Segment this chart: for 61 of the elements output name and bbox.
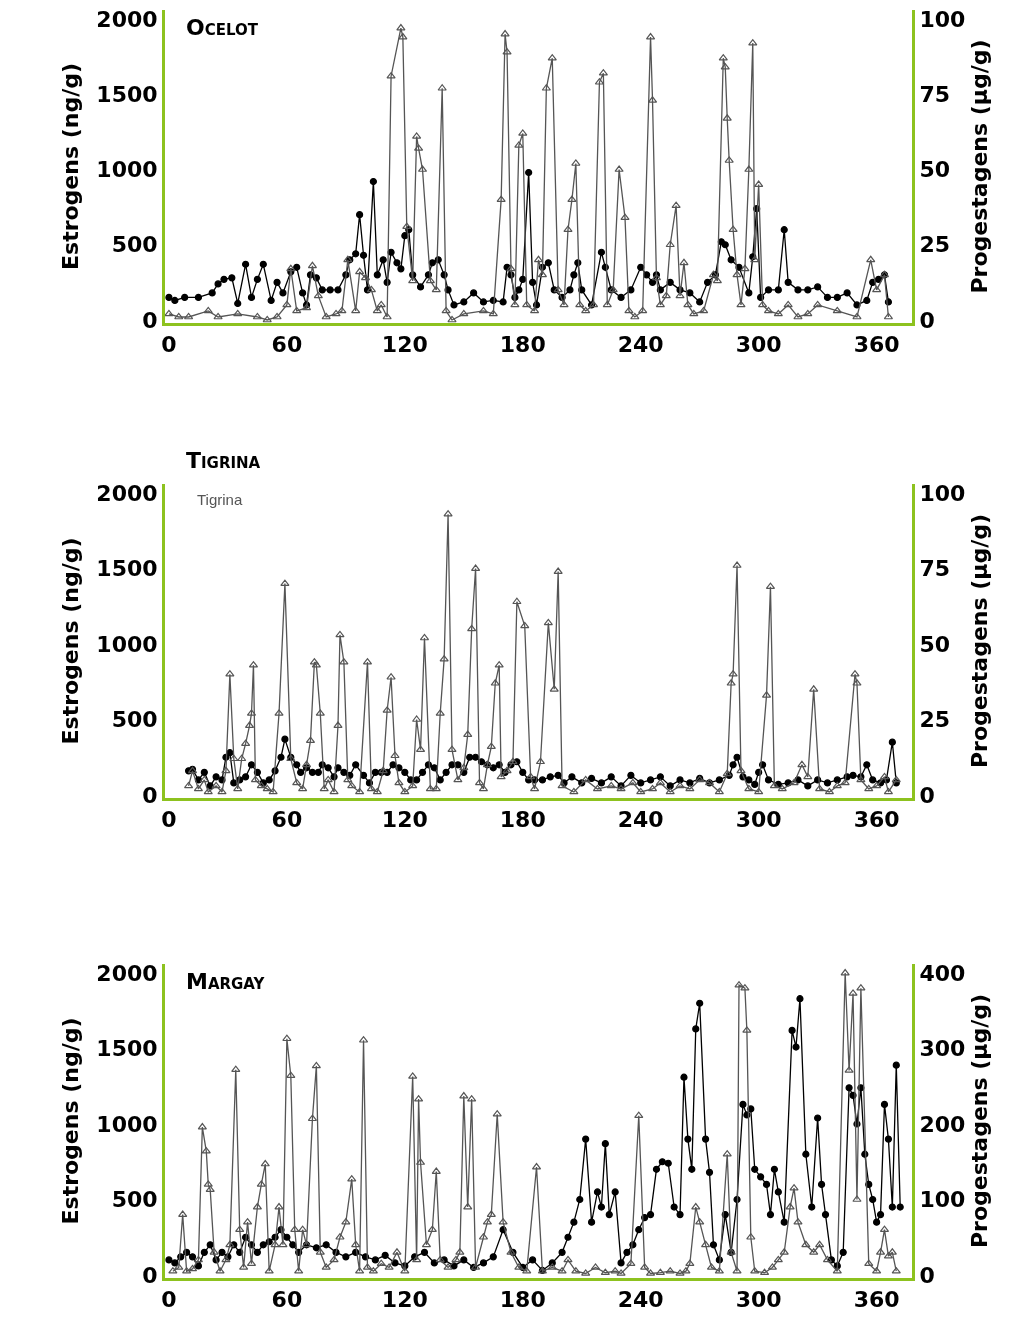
- y-tick-label: 0: [142, 1262, 158, 1288]
- x-tick-label: 60: [271, 807, 303, 833]
- y-tick-label: 2000: [96, 960, 158, 986]
- x-tick-label: 180: [499, 332, 546, 358]
- y2-tick-label: 300: [919, 1036, 966, 1062]
- x-tick-label: 120: [381, 1287, 428, 1313]
- y-axis-title: Estrogens (ng/g): [58, 63, 84, 270]
- x-tick-label: 60: [271, 332, 303, 358]
- y2-axis-title: Progestagens (μg/g): [967, 39, 993, 294]
- y2-axis-title: Progestagens (μg/g): [967, 993, 993, 1249]
- chart-title: Margay: [186, 969, 266, 994]
- y2-tick-label: 75: [919, 81, 951, 107]
- y2-tick-label: 50: [919, 157, 951, 183]
- y2-tick-label: 200: [919, 1111, 966, 1137]
- x-tick-label: 120: [381, 807, 428, 833]
- x-tick-label: 360: [853, 332, 900, 358]
- y2-tick-label: 400: [919, 960, 966, 986]
- y-tick-label: 0: [142, 782, 158, 808]
- chart-title: Tigrina: [186, 448, 261, 473]
- y2-tick-label: 0: [919, 1262, 935, 1288]
- y-tick-label: 1500: [96, 1036, 158, 1062]
- y-axis-title: Estrogens (ng/g): [58, 537, 84, 745]
- y2-tick-label: 25: [919, 707, 951, 733]
- y2-tick-label: 100: [919, 480, 966, 506]
- x-tick-label: 240: [617, 807, 664, 833]
- y2-tick-label: 0: [919, 307, 935, 333]
- x-tick-label: 60: [271, 1287, 303, 1313]
- x-tick-label: 120: [381, 332, 428, 358]
- y2-tick-label: 75: [919, 556, 951, 582]
- x-tick-label: 300: [735, 1287, 782, 1313]
- y-tick-label: 500: [111, 1187, 158, 1213]
- chart-title: Ocelot: [186, 15, 259, 40]
- y-tick-label: 0: [142, 307, 158, 333]
- x-tick-label: 240: [617, 332, 664, 358]
- y2-tick-label: 100: [919, 6, 966, 32]
- x-tick-label: 180: [499, 807, 546, 833]
- y-tick-label: 1000: [96, 631, 158, 657]
- y2-axis-title: Progestagens (μg/g): [967, 513, 993, 769]
- annotation: Tigrina: [197, 491, 243, 508]
- y-tick-label: 2000: [96, 6, 158, 32]
- y2-tick-label: 0: [919, 782, 935, 808]
- y-tick-label: 1000: [96, 1111, 158, 1137]
- x-tick-label: 180: [499, 1287, 546, 1313]
- y2-tick-label: 25: [919, 232, 951, 258]
- x-tick-label: 360: [853, 807, 900, 833]
- y-axis-title: Estrogens (ng/g): [58, 1017, 84, 1225]
- y-tick-label: 500: [111, 232, 158, 258]
- y2-tick-label: 50: [919, 631, 951, 657]
- x-tick-label: 300: [735, 807, 782, 833]
- x-tick-label: 0: [161, 807, 177, 833]
- y-tick-label: 2000: [96, 480, 158, 506]
- y-tick-label: 1500: [96, 81, 158, 107]
- x-tick-label: 0: [161, 332, 177, 358]
- y-tick-label: 1500: [96, 556, 158, 582]
- y2-tick-label: 100: [919, 1187, 966, 1213]
- x-tick-label: 0: [161, 1287, 177, 1313]
- x-tick-label: 300: [735, 332, 782, 358]
- x-tick-label: 360: [853, 1287, 900, 1313]
- y-tick-label: 500: [111, 707, 158, 733]
- y-tick-label: 1000: [96, 157, 158, 183]
- x-tick-label: 240: [617, 1287, 664, 1313]
